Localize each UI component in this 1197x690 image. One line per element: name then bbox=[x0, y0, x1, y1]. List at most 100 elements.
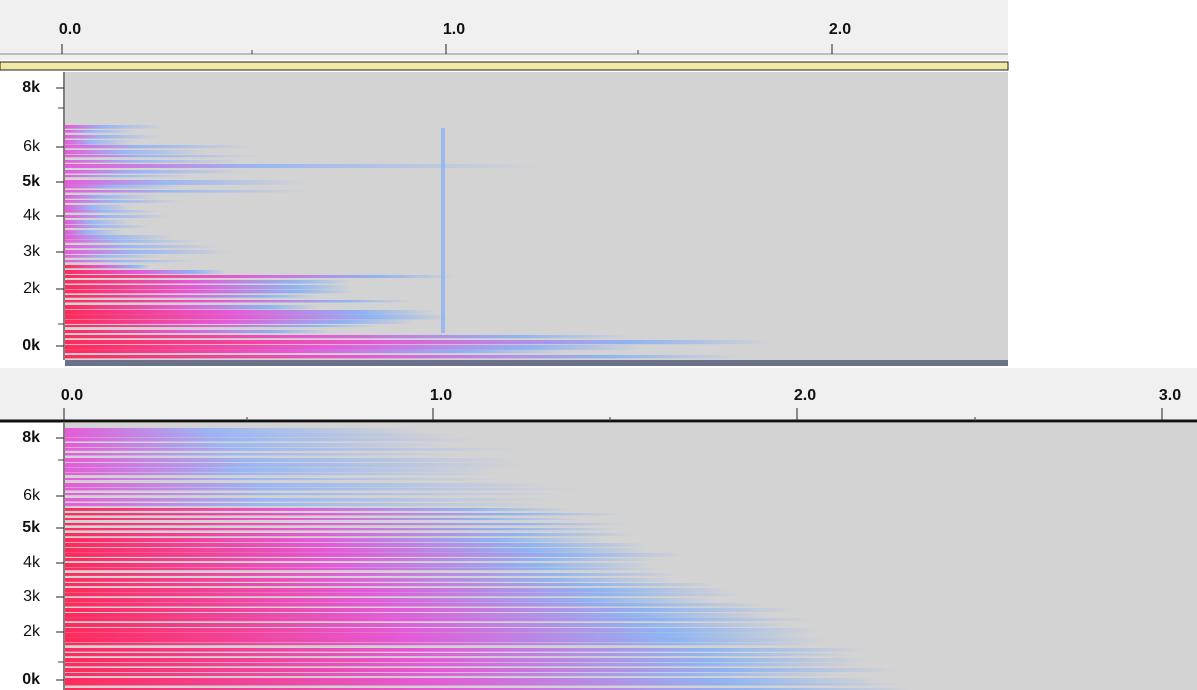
spectrogram-streak bbox=[65, 230, 123, 235]
spectrogram-streak bbox=[65, 678, 882, 683]
spectrogram-streak bbox=[65, 135, 161, 139]
spectrogram-streak bbox=[65, 170, 250, 174]
spectrogram-streak bbox=[65, 588, 734, 593]
spectrogram-streak bbox=[65, 688, 916, 690]
frequency-label: 3k bbox=[23, 243, 41, 260]
spectrogram-streak bbox=[65, 355, 741, 359]
spectrogram-streak bbox=[65, 658, 871, 663]
spectrogram-streak bbox=[65, 578, 675, 582]
spectrogram-streak bbox=[65, 245, 218, 249]
spectrogram-streak bbox=[65, 483, 553, 488]
spectrogram-streak bbox=[65, 180, 306, 185]
spectrogram-streak bbox=[65, 330, 330, 334]
spectrogram-streak bbox=[65, 653, 854, 657]
spectrogram-streak bbox=[65, 310, 437, 315]
spectrogram-streak bbox=[65, 493, 567, 496]
spectrogram-streak bbox=[65, 195, 157, 199]
spectrogram-streak bbox=[65, 463, 528, 468]
spectrogram-streak bbox=[65, 613, 770, 618]
spectrogram-streak bbox=[65, 145, 254, 149]
spectrogram-streak bbox=[65, 320, 415, 324]
frequency-label: 4k bbox=[23, 207, 41, 224]
spectrogram-streak bbox=[65, 428, 423, 433]
transient bbox=[441, 128, 445, 333]
spectrogram-streak bbox=[65, 200, 183, 203]
spectrogram-streak bbox=[65, 285, 353, 290]
spectrogram-streak bbox=[65, 270, 227, 274]
spectrogram-streak bbox=[65, 583, 717, 587]
track-border bbox=[65, 360, 1008, 366]
spectrogram-streak bbox=[65, 633, 811, 638]
spectrogram-streak bbox=[65, 260, 200, 263]
spectrogram-streak bbox=[65, 573, 679, 576]
frequency-label: 6k bbox=[23, 138, 41, 155]
spectrogram-streak bbox=[65, 433, 461, 438]
spectrogram-streak bbox=[65, 275, 457, 278]
timeline-ruler[interactable] bbox=[0, 368, 1197, 420]
spectrogram-streak bbox=[65, 225, 151, 229]
spectrogram-streak bbox=[65, 498, 558, 502]
spectrogram-streak bbox=[65, 340, 771, 345]
frequency-label: 0k bbox=[22, 337, 40, 354]
spectrogram-streak bbox=[65, 280, 353, 284]
spectrogram-streak bbox=[65, 443, 451, 448]
spectrogram-streak bbox=[65, 150, 208, 155]
spectrogram-streak bbox=[65, 295, 318, 298]
spectrogram-streak bbox=[65, 533, 634, 537]
spectrogram-streak bbox=[65, 130, 135, 133]
spectrogram-streak bbox=[65, 488, 586, 491]
spectrogram-streak bbox=[65, 683, 906, 686]
spectrogram-streak bbox=[65, 448, 522, 451]
spectrogram-streak bbox=[65, 558, 660, 562]
frequency-label: 5k bbox=[22, 173, 40, 190]
frequency-label: 2k bbox=[23, 623, 41, 640]
spectrogram-streak bbox=[65, 668, 898, 673]
vertical-ruler bbox=[0, 72, 64, 362]
spectrogram-streak bbox=[65, 563, 654, 568]
spectrogram-streak bbox=[65, 523, 629, 526]
spectrogram-streak bbox=[65, 548, 649, 553]
spectrogram-streak bbox=[65, 628, 822, 633]
spectrogram-streak bbox=[65, 235, 174, 240]
spectrogram-streak bbox=[65, 210, 160, 213]
spectrogram-streak bbox=[65, 473, 506, 476]
spectrogram-streak bbox=[65, 160, 240, 163]
spectrogram-streak bbox=[65, 140, 132, 145]
frequency-label: 6k bbox=[23, 487, 41, 504]
spectrogram-streak bbox=[65, 215, 170, 218]
spectrogram-streak bbox=[65, 608, 797, 613]
spectrogram-streak bbox=[65, 603, 769, 607]
spectrogram-streak bbox=[65, 623, 790, 628]
spectrogram-streak bbox=[65, 265, 151, 269]
spectrogram-streak bbox=[65, 618, 813, 622]
spectrogram-streak bbox=[65, 175, 192, 178]
spectrogram-streak bbox=[65, 543, 649, 548]
spectrogram-streak bbox=[65, 125, 165, 129]
spectrogram-streak bbox=[65, 648, 871, 652]
spectrogram-streak bbox=[65, 458, 524, 463]
spectrogram-streak bbox=[65, 593, 741, 597]
ruler-label: 2.0 bbox=[794, 387, 816, 404]
spectrogram-streak bbox=[65, 345, 646, 350]
spectrogram-streak bbox=[65, 220, 131, 225]
ruler-label: 1.0 bbox=[443, 21, 465, 38]
frequency-label: 5k bbox=[22, 519, 40, 536]
spectrogram-streak bbox=[65, 325, 376, 328]
spectrogram-streak bbox=[65, 598, 717, 603]
spectrogram-streak bbox=[65, 438, 480, 442]
spectrogram-streak bbox=[65, 155, 264, 158]
spectrogram-streak bbox=[65, 335, 630, 339]
spectrogram-streak bbox=[65, 190, 309, 193]
spectrogram-streak bbox=[65, 300, 414, 303]
spectrogram-streak bbox=[65, 663, 859, 667]
ruler-label: 2.0 bbox=[829, 21, 851, 38]
ruler-label: 1.0 bbox=[430, 387, 452, 404]
frequency-label: 8k bbox=[22, 79, 40, 96]
spectrogram-streak bbox=[65, 673, 840, 677]
frequency-label: 8k bbox=[22, 429, 40, 446]
spectrogram-streak bbox=[65, 205, 133, 210]
spectrogram-streak bbox=[65, 315, 451, 320]
spectrogram-streak bbox=[65, 290, 356, 294]
timeline-ruler[interactable] bbox=[0, 0, 1008, 60]
